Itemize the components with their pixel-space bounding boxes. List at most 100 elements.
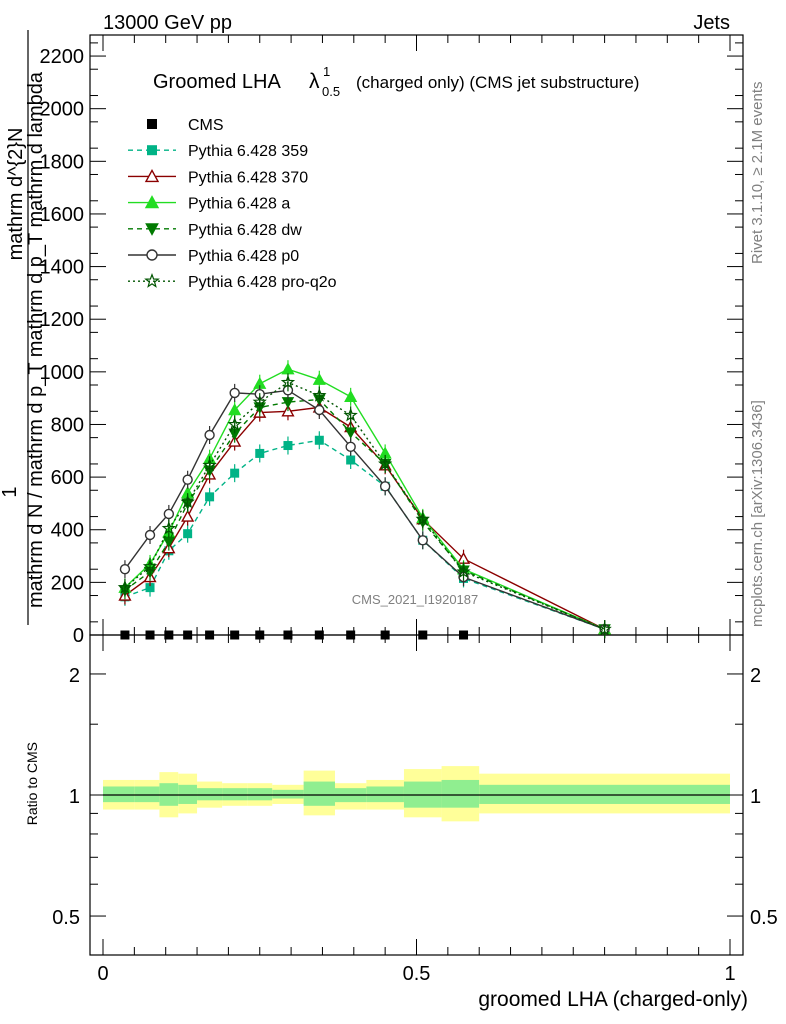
data-point-p359 bbox=[255, 448, 265, 458]
legend-marker-pp0 bbox=[146, 249, 158, 261]
ratio-band-green bbox=[222, 788, 248, 801]
ratio-band-green bbox=[197, 788, 223, 801]
jets-label: Jets bbox=[693, 12, 730, 34]
data-point-pp0 bbox=[314, 404, 325, 416]
title-symbol: λ bbox=[309, 70, 320, 93]
data-point-cms bbox=[205, 630, 215, 640]
x-tick-label: 0.5 bbox=[403, 963, 431, 985]
plot-title: Groomed LHA λ 1 0.5 (charged only) (CMS … bbox=[153, 64, 639, 99]
data-point-pp0 bbox=[204, 429, 215, 441]
main-y-tick-label: 800 bbox=[51, 414, 84, 436]
data-point-pp0 bbox=[229, 387, 240, 399]
data-point-cms bbox=[418, 630, 428, 640]
ratio-y-tick-label: 2 bbox=[69, 665, 80, 687]
title-sub: 0.5 bbox=[322, 84, 340, 99]
legend-label-pdw: Pythia 6.428 dw bbox=[188, 222, 302, 239]
data-point-pa bbox=[281, 362, 295, 375]
series-line-pp0 bbox=[124, 389, 605, 630]
data-point-pa bbox=[228, 403, 242, 416]
ratio-band-green bbox=[441, 779, 480, 808]
ratio-bands bbox=[103, 766, 730, 822]
main-y-tick-label: 1000 bbox=[40, 362, 85, 384]
legend-label-pa: Pythia 6.428 a bbox=[188, 196, 290, 213]
main-y-tick-label: 2200 bbox=[40, 46, 85, 68]
data-point-pq2o bbox=[202, 457, 217, 472]
main-y-tick-label: 600 bbox=[51, 467, 84, 489]
data-point-pq2o bbox=[142, 558, 158, 573]
data-point-cms bbox=[283, 630, 293, 640]
main-y-tick-label: 0 bbox=[73, 625, 84, 647]
main-y-tick-label: 1600 bbox=[40, 204, 85, 226]
title-rest: (charged only) (CMS jet substructure) bbox=[356, 73, 639, 92]
data-point-pq2o bbox=[161, 520, 176, 535]
main-y-axis-label: mathrm d^{2}N 1 mathrm d N / mathrm d p_… bbox=[0, 30, 47, 625]
data-point-pp0 bbox=[163, 508, 175, 520]
ratio-band-green bbox=[134, 786, 160, 803]
legend: CMS Pythia 6.428 359 Pythia 6.428 370 Pythi… bbox=[128, 117, 337, 291]
ratio-y-axis-label: Ratio to CMS bbox=[24, 742, 40, 825]
data-point-pp0 bbox=[119, 564, 131, 575]
legend-marker-pa bbox=[144, 195, 160, 209]
ratio-axes: 0.5 0.5 1 1 2 2 0 0.5 1 bbox=[52, 635, 778, 985]
data-point-pp0 bbox=[417, 535, 428, 546]
ratio-band-green bbox=[366, 786, 404, 803]
data-point-pq2o bbox=[415, 511, 430, 526]
legend-label-p370: Pythia 6.428 370 bbox=[188, 169, 308, 186]
data-point-p359 bbox=[183, 529, 193, 539]
data-point-pq2o bbox=[180, 494, 195, 509]
main-axes: 0 200 400 600 800 1000 1200 1400 1600 1800 2000 220… bbox=[40, 35, 743, 647]
x-tick-label: 1 bbox=[724, 963, 735, 985]
data-point-pp0 bbox=[144, 529, 156, 541]
data-point-cms bbox=[230, 630, 240, 640]
data-point-pq2o bbox=[252, 394, 267, 409]
x-axis-label: groomed LHA (charged-only) bbox=[478, 988, 748, 1011]
ratio-y-tick-label: 0.5 bbox=[52, 907, 80, 929]
data-point-pp0 bbox=[379, 481, 391, 492]
data-point-p359 bbox=[346, 455, 356, 465]
legend-label-cms: CMS bbox=[188, 117, 224, 134]
x-tick-label: 0 bbox=[97, 963, 108, 985]
series-cms bbox=[120, 630, 469, 640]
data-point-pdw bbox=[344, 427, 357, 439]
data-point-pp0 bbox=[182, 474, 193, 485]
data-point-p359 bbox=[205, 492, 215, 502]
y-label-denominator: mathrm d N / mathrm d p_T mathrm d p_T m… bbox=[25, 71, 47, 608]
mcplots-label: mcplots.cern.ch [arXiv:1306.3436] bbox=[749, 400, 766, 627]
series-pq2o bbox=[117, 373, 612, 639]
data-point-pq2o bbox=[343, 407, 358, 422]
rivet-label: Rivet 3.1.10, ≥ 2.1M events bbox=[749, 82, 766, 265]
legend-marker-cms bbox=[147, 119, 157, 129]
legend-marker-p370 bbox=[144, 168, 160, 183]
title-sup: 1 bbox=[323, 64, 330, 79]
series-line-pdw bbox=[124, 398, 605, 630]
ratio-y-tick-label-right: 1 bbox=[750, 786, 761, 808]
series-line-pq2o bbox=[124, 381, 605, 630]
title-main: Groomed LHA bbox=[153, 71, 281, 93]
data-point-pq2o bbox=[312, 388, 327, 402]
ratio-band-green bbox=[272, 789, 304, 799]
legend-label-p359: Pythia 6.428 359 bbox=[188, 143, 308, 160]
y-label-one: 1 bbox=[0, 486, 21, 497]
main-series bbox=[117, 360, 612, 640]
legend-marker-pq2o bbox=[144, 272, 160, 288]
data-point-pq2o bbox=[597, 621, 612, 636]
main-y-tick-label: 200 bbox=[51, 572, 84, 594]
main-y-tick-label: 2000 bbox=[40, 99, 85, 121]
ratio-band-green bbox=[247, 788, 273, 801]
main-y-tick-label: 400 bbox=[51, 520, 84, 542]
data-point-pq2o bbox=[378, 456, 393, 471]
ratio-y-tick-label-right: 0.5 bbox=[750, 907, 778, 929]
data-point-p359 bbox=[230, 468, 240, 478]
data-point-cms bbox=[255, 630, 265, 640]
energy-label: 13000 GeV pp bbox=[103, 12, 232, 34]
data-point-p370 bbox=[181, 509, 195, 522]
data-point-pq2o bbox=[227, 416, 242, 431]
series-line-pa bbox=[124, 368, 605, 630]
data-point-cms bbox=[120, 630, 130, 640]
ratio-y-tick-label: 1 bbox=[69, 786, 80, 808]
data-point-p359 bbox=[283, 441, 293, 451]
legend-marker-p359 bbox=[147, 145, 157, 156]
ratio-band-green bbox=[103, 786, 135, 803]
data-point-cms bbox=[314, 630, 324, 640]
